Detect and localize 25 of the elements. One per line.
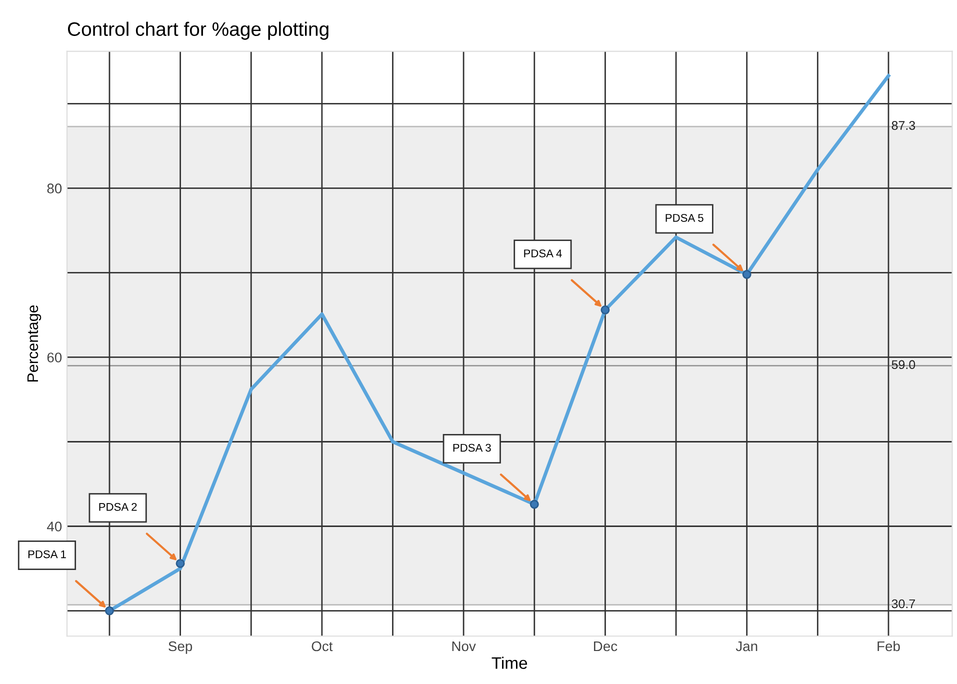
y-tick-label: 80 xyxy=(47,184,62,194)
y-tick-label: 40 xyxy=(47,522,62,532)
x-tick-label: Nov xyxy=(452,641,476,652)
point xyxy=(530,500,539,509)
ref-line-label: 59.0 xyxy=(892,360,916,370)
x-tick-label: Dec xyxy=(594,641,618,652)
annotation: PDSA 2 xyxy=(99,503,137,511)
point xyxy=(742,270,752,279)
ref-line-label: 30.7 xyxy=(892,599,915,608)
y-axis-title: Percentage xyxy=(27,305,42,382)
annotation: PDSA 3 xyxy=(453,444,491,452)
x-tick-label: Sep xyxy=(168,641,192,654)
x-tick-label: Oct xyxy=(312,641,333,652)
point xyxy=(600,305,610,314)
chart-title: Control chart for %age plotting xyxy=(68,22,328,40)
ref-line-label: 87.3 xyxy=(892,121,916,130)
annotation: PDSA 4 xyxy=(524,249,562,258)
x-tick-label: Feb xyxy=(878,640,900,652)
x-axis-title: Time xyxy=(492,656,528,669)
text: PDSA 1 xyxy=(28,550,66,558)
x-tick-label: Jan xyxy=(736,641,758,652)
annotation: PDSA 5 xyxy=(666,214,704,222)
point xyxy=(104,606,114,616)
y-tick-label: 60 xyxy=(47,352,62,362)
point xyxy=(176,558,185,568)
